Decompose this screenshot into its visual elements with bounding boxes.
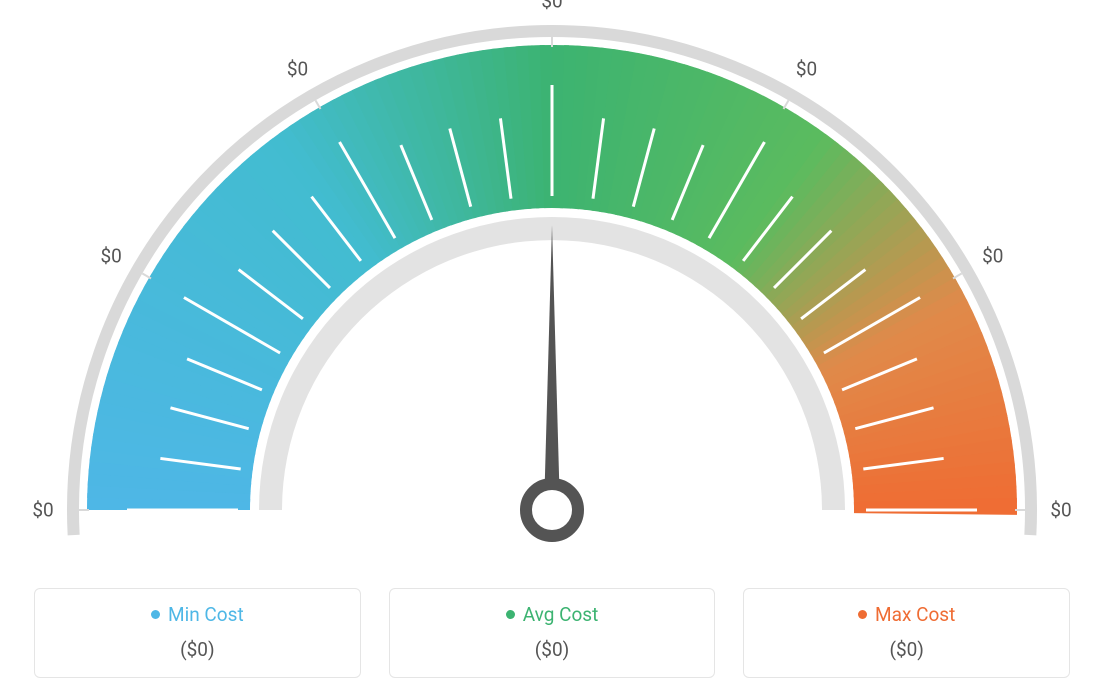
legend-dot-max — [858, 610, 867, 619]
gauge-tick-label: $0 — [796, 58, 817, 81]
legend-card-min: Min Cost ($0) — [34, 588, 361, 678]
gauge-svg — [0, 0, 1104, 560]
legend-title-max: Max Cost — [858, 603, 955, 626]
legend-label-min: Min Cost — [168, 603, 244, 626]
legend-card-max: Max Cost ($0) — [743, 588, 1070, 678]
legend-value-avg: ($0) — [400, 638, 705, 661]
legend-row: Min Cost ($0) Avg Cost ($0) Max Cost ($0… — [34, 588, 1070, 678]
gauge-tick-label: $0 — [287, 58, 308, 81]
legend-label-avg: Avg Cost — [523, 603, 599, 626]
legend-dot-avg — [506, 610, 515, 619]
gauge-area: $0 $0 $0 $0 $0 $0 $0 — [0, 0, 1104, 560]
legend-value-max: ($0) — [754, 638, 1059, 661]
legend-title-min: Min Cost — [151, 603, 244, 626]
gauge-tick-label: $0 — [982, 244, 1003, 267]
gauge-tick-label: $0 — [541, 0, 562, 13]
legend-title-avg: Avg Cost — [506, 603, 599, 626]
gauge-tick-label: $0 — [32, 499, 53, 522]
gauge-chart-container: $0 $0 $0 $0 $0 $0 $0 Min Cost ($0) Avg Cost ($… — [0, 0, 1104, 690]
legend-label-max: Max Cost — [875, 603, 955, 626]
legend-value-min: ($0) — [45, 638, 350, 661]
gauge-tick-label: $0 — [1050, 499, 1071, 522]
gauge-tick-label: $0 — [101, 244, 122, 267]
legend-dot-min — [151, 610, 160, 619]
legend-card-avg: Avg Cost ($0) — [389, 588, 716, 678]
